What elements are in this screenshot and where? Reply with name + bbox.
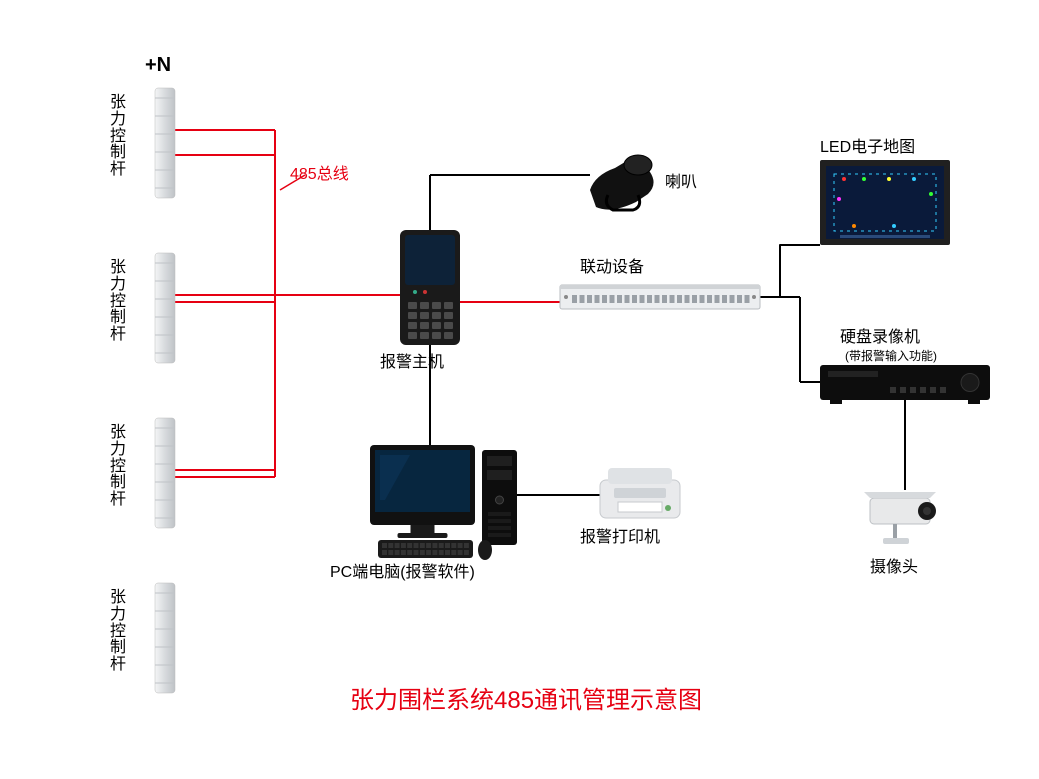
pole-label-0: 张力控制杆: [110, 95, 128, 179]
pole-label-3: 张力控制杆: [110, 590, 128, 674]
speaker-label: 喇叭: [665, 175, 697, 192]
pc-label: PC端电脑(报警软件): [330, 565, 475, 582]
printer-label: 报警打印机: [580, 530, 660, 547]
dvr-label: 硬盘录像机: [840, 330, 920, 347]
dvr-sublabel: (带报警输入功能): [845, 350, 937, 363]
led-label: LED电子地图: [820, 140, 915, 157]
pole-label-1: 张力控制杆: [110, 260, 128, 344]
camera-label: 摄像头: [870, 560, 918, 577]
host-label: 报警主机: [380, 355, 444, 372]
plus-n-label: +N: [145, 55, 171, 76]
pole-label-2: 张力控制杆: [110, 425, 128, 509]
diagram-title: 张力围栏系统485通讯管理示意图: [350, 680, 702, 715]
diagram-canvas: [0, 0, 1039, 779]
bus-485-label: 485总线: [290, 160, 349, 184]
linkage-label: 联动设备: [580, 260, 644, 277]
